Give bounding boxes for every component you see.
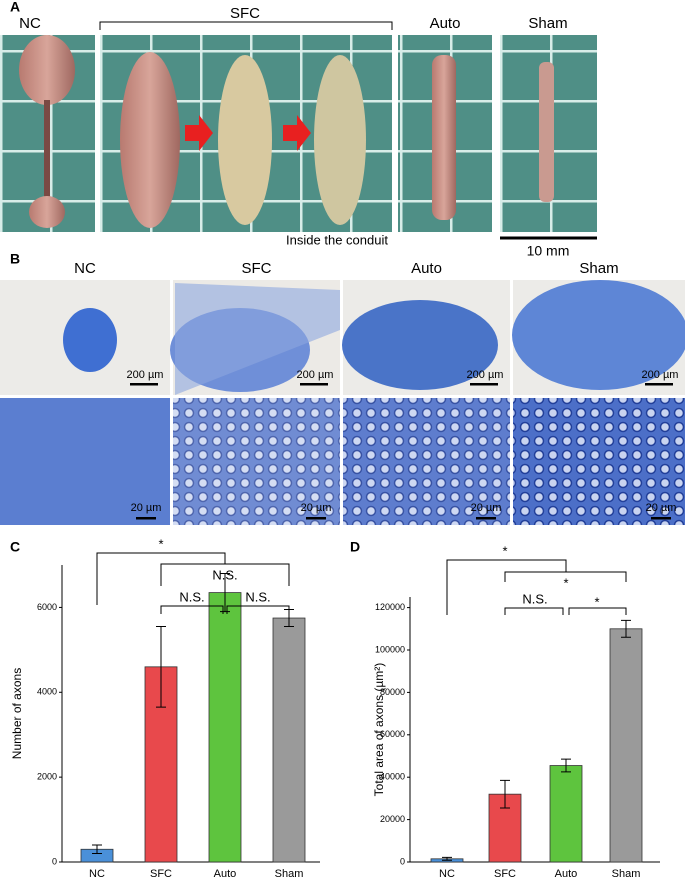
group-label: SFC — [230, 5, 260, 22]
group-label: NC — [19, 15, 41, 32]
significance-label: * — [502, 543, 507, 558]
x-tick-label: NC — [439, 868, 455, 880]
y-tick-label: 2000 — [37, 772, 57, 782]
significance-bracket — [160, 563, 290, 586]
bar — [549, 765, 583, 863]
x-tick-label: Auto — [214, 868, 237, 880]
group-label: Auto — [411, 260, 442, 277]
error-bar — [500, 779, 510, 809]
scale-label: 20 µm — [131, 502, 162, 514]
panel-letter: B — [10, 251, 20, 267]
x-tick-label: SFC — [150, 868, 172, 880]
scale-label: 10 mm — [527, 243, 570, 259]
y-axis-label: Number of axons — [10, 668, 24, 759]
scale-label: 200 µm — [127, 369, 164, 381]
significance-bracket — [96, 552, 226, 605]
error-bar — [92, 844, 102, 855]
significance-bracket — [568, 607, 627, 615]
scale-label: 20 µm — [301, 502, 332, 514]
scale-bar — [651, 517, 671, 520]
significance-bracket — [504, 571, 627, 582]
y-tick-label: 4000 — [37, 687, 57, 697]
y-tick-label: 80000 — [380, 687, 405, 697]
scale-label: 20 µm — [471, 502, 502, 514]
scale-bar — [300, 383, 328, 386]
y-tick-label: 40000 — [380, 772, 405, 782]
y-tick-label: 120000 — [375, 602, 405, 612]
x-tick-label: SFC — [494, 868, 516, 880]
significance-label: N.S. — [212, 567, 237, 582]
panel-b-photos — [0, 280, 685, 525]
scale-label: 20 µm — [646, 502, 677, 514]
group-label: Auto — [430, 15, 461, 32]
panel-a-photos — [0, 21, 597, 240]
y-tick-label: 0 — [52, 856, 57, 866]
x-tick-label: Sham — [612, 868, 641, 880]
bar — [609, 628, 643, 863]
error-bar — [442, 856, 452, 861]
scale-bar — [136, 517, 156, 520]
y-axis-label: Total area of axons (µm²) — [372, 663, 386, 797]
y-tick-label: 0 — [400, 856, 405, 866]
scale-bar — [476, 517, 496, 520]
scale-label: 200 µm — [467, 369, 504, 381]
significance-bracket — [160, 605, 224, 614]
group-label: NC — [74, 260, 96, 277]
panel-letter: A — [10, 0, 20, 15]
panel-letter: C — [10, 539, 20, 555]
y-tick-label: 60000 — [380, 729, 405, 739]
scale-label: 200 µm — [297, 369, 334, 381]
significance-label: N.S. — [245, 589, 270, 604]
caption: Inside the conduit — [286, 232, 388, 247]
significance-label: N.S. — [522, 591, 547, 606]
scale-bar — [645, 383, 673, 386]
y-tick-label: 100000 — [375, 644, 405, 654]
scale-bar — [130, 383, 158, 386]
error-bar — [621, 619, 631, 638]
significance-bracket — [226, 605, 290, 614]
group-label: Sham — [528, 15, 567, 32]
error-bar — [561, 758, 571, 773]
x-tick-label: Auto — [555, 868, 578, 880]
significance-label: * — [563, 575, 568, 590]
panel-letter: D — [350, 539, 360, 555]
significance-bracket — [504, 607, 564, 615]
bar — [208, 592, 242, 863]
group-label: SFC — [242, 260, 272, 277]
labels: A NC SFC Auto Sham Inside the conduit 10… — [10, 0, 569, 267]
significance-bracket — [446, 559, 567, 615]
error-bar — [156, 626, 166, 708]
scale-bar — [470, 383, 498, 386]
significance-label: * — [594, 594, 599, 609]
x-tick-label: Sham — [275, 868, 304, 880]
error-bar — [220, 572, 230, 613]
x-tick-label: NC — [89, 868, 105, 880]
scale-bar — [306, 517, 326, 520]
significance-label: N.S. — [179, 589, 204, 604]
bar — [272, 617, 306, 863]
scale-label: 200 µm — [642, 369, 679, 381]
y-tick-label: 6000 — [37, 602, 57, 612]
group-label: Sham — [579, 260, 618, 277]
significance-label: * — [158, 536, 163, 551]
y-tick-label: 20000 — [380, 814, 405, 824]
